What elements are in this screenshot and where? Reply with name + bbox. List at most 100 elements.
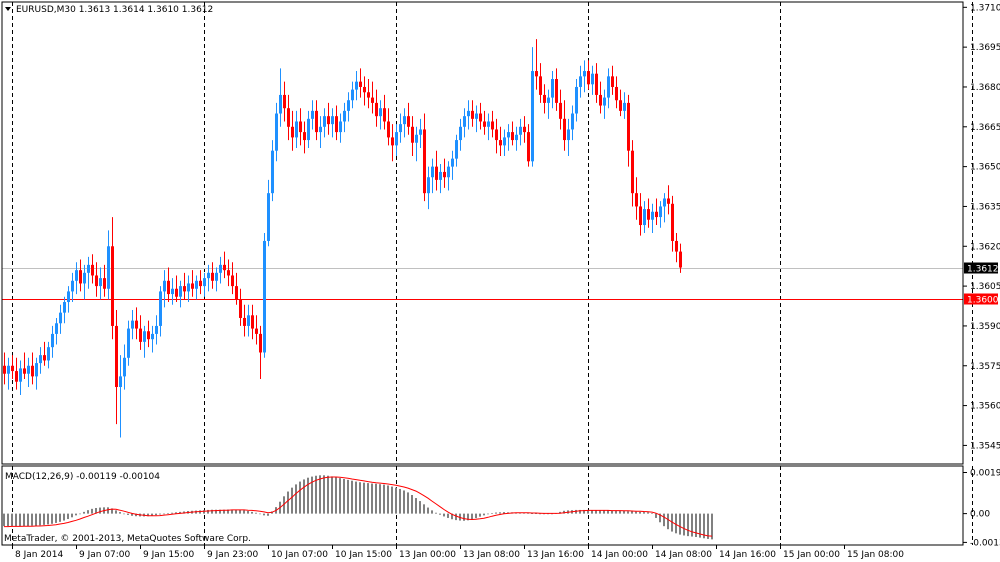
candle: [463, 108, 466, 138]
candle-body: [3, 365, 6, 374]
macd-histogram-bar: [547, 513, 549, 515]
candle-body: [103, 278, 106, 289]
candle: [355, 71, 358, 101]
candle-body: [575, 86, 578, 114]
candle: [71, 272, 74, 303]
macd-histogram-bar: [691, 513, 693, 537]
macd-histogram-bar: [175, 512, 177, 514]
candle-body: [631, 150, 634, 194]
macd-histogram-bar: [407, 492, 409, 514]
macd-histogram-bar: [415, 498, 417, 514]
candle-body: [355, 81, 358, 90]
macd-histogram-bar: [327, 475, 329, 514]
macd-indicator: [3, 475, 713, 540]
candle-body: [371, 97, 374, 103]
candle: [395, 124, 398, 156]
macd-histogram-bar: [683, 513, 685, 536]
macd-histogram-bar: [355, 481, 357, 514]
time-tick-label: 13 Jan 16:00: [527, 550, 584, 560]
candle: [203, 272, 206, 297]
candle: [99, 267, 102, 300]
macd-histogram-bar: [647, 512, 649, 514]
candle: [239, 288, 242, 326]
macd-histogram-bar: [43, 513, 45, 525]
candle: [147, 320, 150, 348]
candle-body: [655, 211, 658, 218]
candle: [475, 105, 478, 133]
macd-histogram-bar: [603, 510, 605, 514]
candle: [51, 325, 54, 358]
candle: [423, 113, 426, 202]
macd-histogram-bar: [335, 477, 337, 514]
candle: [515, 126, 518, 151]
macd-histogram-bar: [35, 513, 37, 526]
candle-body: [235, 286, 238, 300]
candle: [191, 270, 194, 297]
candle-body: [15, 371, 18, 382]
candle-body: [63, 302, 66, 313]
candle-body: [619, 100, 622, 111]
candle-body: [419, 129, 422, 135]
candle: [243, 304, 246, 337]
candle: [279, 68, 282, 127]
candle: [647, 198, 650, 228]
current-price-tag: 1.3612: [964, 262, 999, 275]
macd-histogram-bar: [23, 513, 25, 526]
candle-body: [467, 110, 470, 117]
candle-body: [151, 333, 154, 340]
macd-histogram-bar: [323, 475, 325, 514]
macd-histogram-bar: [659, 513, 661, 523]
macd-histogram-bar: [611, 510, 613, 514]
macd-tick-label: -0.00133: [970, 538, 1000, 548]
candle-body: [27, 365, 30, 374]
macd-histogram-bar: [95, 507, 97, 514]
macd-histogram-bar: [319, 475, 321, 514]
candle-body: [663, 198, 666, 207]
candle: [583, 60, 586, 93]
macd-histogram-bar: [99, 507, 101, 514]
candle-body: [567, 129, 570, 141]
price-tick-label: 1.3575: [970, 362, 1000, 372]
candle: [607, 68, 610, 109]
candle: [151, 325, 154, 353]
macd-histogram-bar: [255, 512, 257, 514]
candle-body: [527, 132, 530, 162]
candle-body: [115, 325, 118, 387]
macd-histogram-bar: [371, 483, 373, 514]
macd-histogram-bar: [627, 511, 629, 514]
macd-histogram-bar: [11, 513, 13, 527]
candle: [643, 201, 646, 233]
candle-body: [675, 240, 678, 252]
macd-histogram-bar: [59, 513, 61, 522]
candle-body: [579, 76, 582, 87]
candle: [399, 113, 402, 143]
candle-body: [647, 209, 650, 220]
macd-histogram-bar: [679, 513, 681, 535]
candle-body: [123, 357, 126, 377]
candle-body: [407, 116, 410, 127]
macd-histogram-bar: [131, 513, 133, 516]
candle: [111, 217, 114, 340]
candle-body: [367, 92, 370, 98]
macd-histogram-bar: [403, 490, 405, 514]
candle-body: [399, 124, 402, 133]
candle: [483, 110, 486, 135]
candle: [3, 352, 6, 385]
time-tick-label: 14 Jan 08:00: [655, 550, 712, 560]
candle-body: [427, 177, 430, 194]
candle: [23, 352, 26, 380]
candle-body: [415, 134, 418, 143]
price-tick-label: 1.3605: [970, 282, 1000, 292]
candle: [115, 310, 118, 425]
candle-body: [583, 71, 586, 77]
candle-body: [451, 158, 454, 167]
price-tick-label: 1.3710: [970, 3, 1000, 13]
macd-histogram-bar: [243, 510, 245, 514]
candle-body: [247, 315, 250, 326]
macd-histogram-bar: [111, 508, 113, 514]
macd-histogram-bar: [487, 513, 489, 515]
candle: [299, 108, 302, 146]
macd-histogram-bar: [687, 513, 689, 537]
macd-histogram-bar: [231, 509, 233, 514]
